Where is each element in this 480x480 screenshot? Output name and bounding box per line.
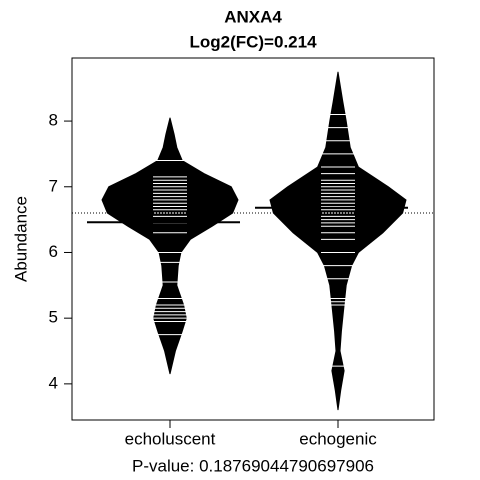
x-axis-label: P-value: 0.18769044790697906 [132, 456, 374, 475]
plot-frame [71, 57, 435, 421]
y-tick-label: 8 [49, 111, 58, 130]
x-tick-label: echogenic [299, 429, 377, 448]
y-tick-label: 7 [49, 176, 58, 195]
chart-subtitle: Log2(FC)=0.214 [189, 32, 317, 51]
bean [269, 71, 407, 411]
y-tick-label: 6 [49, 242, 58, 261]
x-tick-label: echoluscent [125, 429, 216, 448]
chart-title: ANXA4 [224, 7, 282, 26]
y-tick-label: 5 [49, 308, 58, 327]
bean [101, 117, 239, 375]
y-axis-label: Abundance [11, 196, 30, 282]
y-tick-label: 4 [49, 373, 58, 392]
